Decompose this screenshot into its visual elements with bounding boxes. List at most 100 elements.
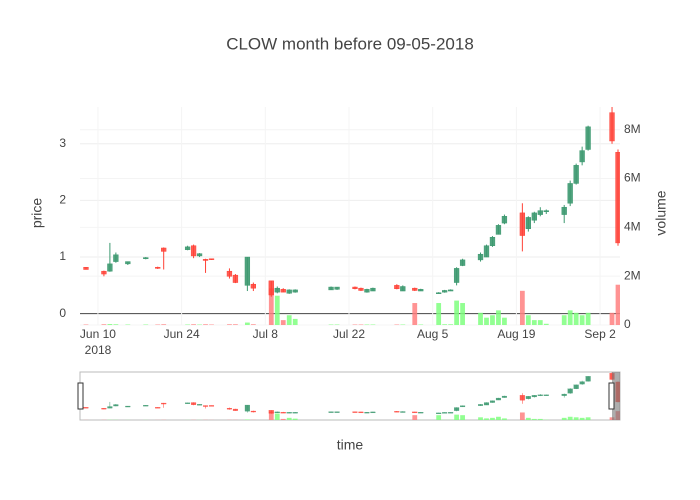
volume-bar — [478, 417, 483, 420]
volume-bar — [579, 417, 585, 420]
volume-bar — [203, 324, 208, 325]
candle-body — [370, 287, 376, 292]
candle-body — [208, 405, 215, 407]
candle-body — [543, 210, 549, 213]
candle-body — [101, 408, 107, 410]
volume-bar — [274, 413, 280, 420]
range-slider[interactable] — [79, 371, 621, 421]
candle-body — [519, 212, 526, 236]
candle-body — [501, 216, 508, 224]
candle-body — [125, 405, 131, 408]
candle-body — [418, 289, 424, 292]
candle-body — [334, 411, 340, 413]
volume-bar — [567, 310, 573, 325]
volume-bar — [490, 417, 495, 420]
candle-body — [184, 246, 191, 250]
candle-body — [202, 259, 209, 261]
candle-body — [525, 396, 531, 399]
candle-body — [418, 412, 424, 414]
candle-body — [537, 210, 543, 215]
volume-bar — [502, 418, 507, 420]
volume-bar — [567, 416, 573, 420]
candle-body — [495, 225, 502, 235]
volume-bar — [490, 315, 495, 325]
candle-body — [191, 402, 197, 405]
volume-bar — [250, 324, 256, 325]
volume-bar — [537, 320, 543, 325]
candle-body — [454, 407, 460, 411]
candle-body — [268, 280, 274, 296]
volume-bar — [436, 303, 442, 325]
y2-tick-label: 4M — [624, 220, 641, 234]
volume-bar — [286, 315, 292, 325]
volume-bar — [579, 315, 585, 325]
candle-body — [208, 258, 215, 261]
candle-body — [537, 394, 543, 396]
candle-body — [489, 236, 496, 246]
candle-body — [107, 263, 113, 272]
candle-body — [370, 411, 376, 414]
y2-axis-title: volume — [653, 190, 669, 235]
x-tick-label: Jun 10 — [80, 327, 116, 341]
candle-body — [573, 384, 579, 389]
candle-body — [412, 411, 418, 414]
candle-body — [531, 395, 537, 398]
grid: 0 1 2 3 0 2M 4M 6M 8M Jun 10 Jun 24 Jul 8 Jul 22 Aug … — [59, 107, 641, 341]
volume-bar — [280, 418, 286, 420]
x-tick-label: Jul 22 — [333, 327, 365, 341]
candle-body — [334, 286, 340, 290]
volume-bar — [543, 323, 549, 325]
candle-body — [232, 408, 238, 411]
volume-bar — [615, 284, 620, 325]
y-tick-label: 2 — [59, 193, 66, 207]
candle-body — [573, 165, 579, 184]
volume-bar — [244, 322, 250, 325]
candle-body — [447, 289, 454, 292]
range-slider-handle[interactable] — [77, 382, 84, 410]
candle-body — [107, 406, 113, 409]
candle-body — [519, 395, 525, 401]
candle-body — [203, 405, 209, 407]
volume-bar — [484, 317, 489, 325]
volume-bar — [448, 324, 454, 325]
candle-body — [185, 402, 191, 404]
candle-body — [483, 245, 490, 258]
candle-body — [364, 289, 370, 293]
candle-body — [567, 388, 573, 394]
volume-bar — [412, 415, 418, 420]
candle-body — [125, 261, 131, 265]
volume-bar — [436, 415, 442, 420]
candle-body — [268, 410, 274, 414]
candle-body — [232, 274, 239, 283]
range-slider-handle[interactable] — [608, 382, 615, 410]
candle-body — [543, 394, 549, 396]
x-tick-label: Aug 19 — [497, 327, 535, 341]
candle-body — [274, 287, 280, 293]
volume-bar — [573, 417, 579, 420]
candle-body — [525, 217, 531, 229]
candle-body — [615, 152, 620, 244]
candle-body — [280, 289, 286, 293]
candle-body — [244, 404, 250, 412]
x-axis-title: time — [337, 437, 364, 453]
candle-body — [567, 183, 573, 204]
candle-body — [579, 150, 585, 163]
volume-bar — [537, 418, 543, 420]
candle-body — [250, 283, 256, 289]
candle-body — [358, 411, 364, 414]
volume-bar — [292, 418, 298, 420]
volume-bar — [233, 324, 238, 325]
volume-bar — [101, 324, 107, 325]
volume-bar — [244, 419, 250, 420]
candle-body — [155, 407, 161, 409]
volume-bar — [191, 324, 196, 325]
y-axis-title: price — [29, 198, 45, 229]
candle-body — [352, 286, 358, 290]
candle-body — [358, 287, 364, 291]
volume-bar — [227, 324, 232, 325]
candle-body — [585, 126, 591, 150]
candle-body — [113, 404, 119, 407]
candle-body — [400, 286, 406, 292]
volume-bar — [531, 418, 537, 420]
volume-bar — [561, 315, 567, 325]
